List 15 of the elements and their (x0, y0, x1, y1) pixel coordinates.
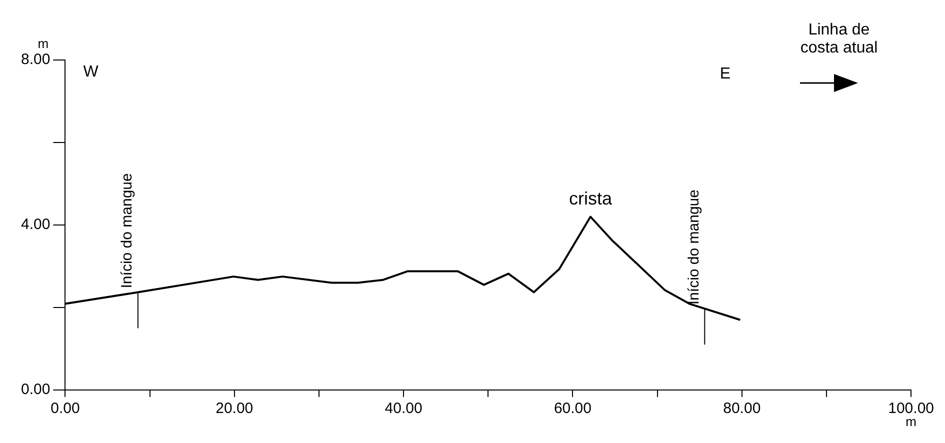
text: Linha de costa atual (800, 21, 878, 56)
y-tick-label: 0.00 (20, 381, 50, 398)
x-tick-label: 40.00 (384, 400, 422, 418)
annotation: crista (568, 188, 613, 209)
y-tick-label: 8.00 (20, 51, 50, 68)
ref-line-label: Início do mangue (118, 173, 136, 288)
x-tick-label: 0.00 (50, 400, 80, 418)
ref-line-label: Início do mangue (685, 190, 702, 305)
y-tick-label: 4.00 (20, 216, 50, 234)
y-axis-title: m (38, 36, 49, 52)
annotation: W (83, 63, 100, 80)
x-tick-label: 80.00 (723, 400, 761, 418)
x-tick-label: 60.00 (554, 400, 592, 418)
x-tick-label: 20.00 (216, 400, 254, 418)
annotation: E (720, 65, 731, 82)
